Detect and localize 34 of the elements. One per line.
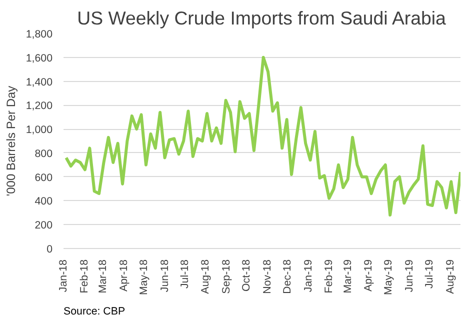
x-tick-label: Sep-18 [220,259,232,294]
x-tick-label: Jul-18 [178,259,191,289]
x-tick-label: Aug-18 [200,259,212,294]
y-axis-title: '000 Barrels Per Day [4,86,18,196]
y-tick-label: 600 [34,172,53,184]
y-tick-label: 200 [34,220,53,232]
x-tick-label: Oct-18 [240,259,253,292]
line-series [64,56,460,217]
x-tick-label: Dec-18 [281,259,294,294]
chart-title: US Weekly Crude Imports from Saudi Arabia [77,8,446,28]
x-tick-label: May-19 [382,259,395,296]
y-tick-label: 800 [34,148,53,160]
x-tick-label: Jan-18 [58,259,70,292]
y-tick-label: 1,200 [26,100,53,112]
x-tick-label: Mar-18 [97,259,110,294]
x-tick-label: Feb-19 [323,259,336,294]
source-note: Source: CBP [64,306,126,318]
x-tick-label: Aug-19 [444,259,456,294]
x-tick-label: Jul-19 [424,259,436,289]
y-tick-label: 1,600 [26,52,53,64]
y-tick-label: 1,400 [26,76,53,88]
x-tick-label: Nov-18 [261,259,274,294]
x-tick-label: Apr-19 [362,259,375,292]
x-tick-label: Mar-19 [342,259,354,294]
x-tick-label: Jun-19 [404,259,416,292]
y-tick-label: 1,800 [26,28,53,40]
x-tick-label: Feb-18 [78,259,90,294]
x-tick-label: May-18 [138,259,150,296]
x-tick-label: Apr-18 [118,259,130,292]
x-tick-label: Jun-18 [158,259,171,292]
x-tick-label: Jan-19 [302,259,314,292]
y-tick-label: 400 [34,196,53,208]
y-tick-label: 0 [46,244,53,256]
y-tick-label: 1,000 [26,124,53,136]
